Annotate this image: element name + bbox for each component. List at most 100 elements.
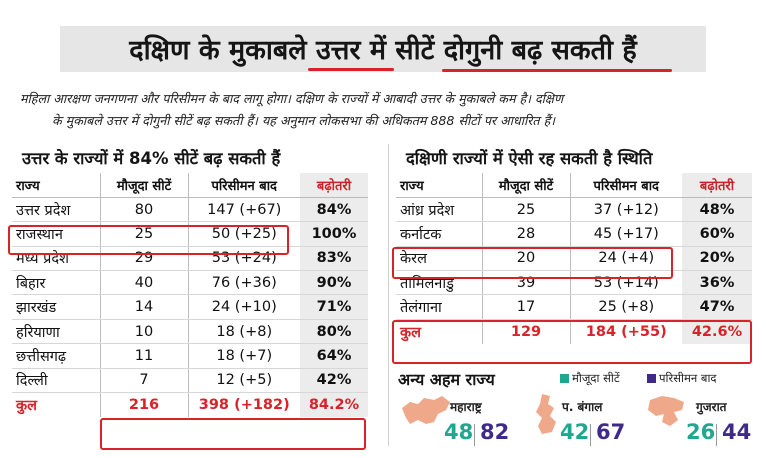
table-row: कर्नाटक 28 45 (+17) 60% bbox=[396, 221, 752, 247]
total-after: 398 (+182) bbox=[187, 392, 300, 417]
south-title: दक्षिणी राज्यों में ऐसी रह सकती है स्थित… bbox=[406, 149, 653, 168]
headline-block: दक्षिण के मुकाबले उत्तर में सीटें दोगुनी… bbox=[52, 18, 714, 80]
growth-cell: 71% bbox=[300, 294, 368, 320]
after-cell: 18 (+7) bbox=[187, 343, 300, 369]
headline-background bbox=[60, 26, 706, 72]
table-row: तेलंगाना 17 25 (+8) 47% bbox=[396, 294, 752, 320]
total-growth: 42.6% bbox=[682, 319, 752, 344]
legend-label-after: परिसीमन बाद bbox=[659, 371, 717, 385]
growth-cell: 90% bbox=[300, 270, 368, 296]
state-cell: केरल bbox=[396, 246, 482, 272]
table-row: तामिलनाडु 39 53 (+14) 36% bbox=[396, 270, 752, 296]
headline-underline-1 bbox=[308, 68, 394, 71]
headline-underline-2 bbox=[442, 69, 672, 72]
table-row: उत्तर प्रदेश 80 147 (+67) 84% bbox=[12, 197, 368, 223]
col-header-current: मौजूदा सीटें bbox=[481, 173, 570, 198]
growth-cell: 84% bbox=[300, 197, 368, 223]
col-header-growth: बढ़ोतरी bbox=[682, 173, 752, 198]
others-title: अन्य अहम राज्य bbox=[398, 370, 495, 389]
growth-cell: 42% bbox=[300, 368, 368, 394]
south-header-row: राज्य मौजूदा सीटें परिसीमन बाद बढ़ोतरी bbox=[396, 173, 752, 198]
highlight-box-kerala bbox=[392, 247, 673, 279]
table-row: मध्य प्रदेश 29 53 (+24) 83% bbox=[12, 246, 368, 272]
state-cell: झारखंड bbox=[12, 294, 100, 320]
state-cell: कर्नाटक bbox=[396, 221, 482, 247]
growth-cell: 36% bbox=[682, 270, 752, 296]
col-header-state: राज्य bbox=[396, 173, 482, 198]
state-cell: मध्य प्रदेश bbox=[12, 246, 100, 272]
col-header-growth: बढ़ोतरी bbox=[300, 173, 368, 198]
table-row: बिहार 40 76 (+36) 90% bbox=[12, 270, 368, 296]
table-row: दिल्ली 7 12 (+5) 42% bbox=[12, 368, 368, 394]
north-total-row: कुल 216 398 (+182) 84.2% bbox=[12, 392, 368, 417]
table-row: राजस्थान 25 50 (+25) 100% bbox=[12, 221, 368, 247]
state-cell: उत्तर प्रदेश bbox=[12, 197, 100, 223]
after-cell: 76 (+36) bbox=[187, 270, 300, 296]
growth-cell: 48% bbox=[682, 197, 752, 223]
state-after-gujarat: 44 bbox=[722, 420, 752, 444]
south-total-row: कुल 129 184 (+55) 42.6% bbox=[396, 319, 752, 344]
after-cell: 147 (+67) bbox=[187, 197, 300, 223]
current-cell: 11 bbox=[99, 343, 188, 369]
growth-cell: 47% bbox=[682, 294, 752, 320]
state-cell: आंध्र प्रदेश bbox=[396, 197, 482, 223]
separator bbox=[716, 424, 717, 446]
growth-cell: 20% bbox=[682, 246, 752, 272]
table-row: हरियाणा 10 18 (+8) 80% bbox=[12, 319, 368, 345]
table-row: छत्तीसगढ़ 11 18 (+7) 64% bbox=[12, 343, 368, 369]
current-cell: 40 bbox=[99, 270, 188, 296]
panel-divider bbox=[388, 144, 389, 446]
table-row: केरल 20 24 (+4) 20% bbox=[396, 246, 752, 272]
state-current-westbengal: 42 bbox=[560, 420, 590, 444]
separator bbox=[474, 424, 475, 446]
growth-cell: 60% bbox=[682, 221, 752, 247]
current-cell: 29 bbox=[99, 246, 188, 272]
legend-after: परिसीमन बाद bbox=[647, 371, 717, 386]
westbengal-map-icon bbox=[536, 394, 556, 434]
total-after: 184 (+55) bbox=[569, 319, 682, 344]
growth-cell: 64% bbox=[300, 343, 368, 369]
current-cell: 80 bbox=[99, 197, 188, 223]
state-after-maharashtra: 82 bbox=[480, 420, 510, 444]
legend-swatch-current bbox=[560, 374, 569, 383]
current-cell: 28 bbox=[481, 221, 570, 247]
state-name-westbengal: प. बंगाल bbox=[562, 400, 603, 414]
state-cell: दिल्ली bbox=[12, 368, 100, 394]
state-name-gujarat: गुजरात bbox=[696, 400, 727, 414]
state-cell: तामिलनाडु bbox=[396, 270, 482, 296]
north-title: उत्तर के राज्यों में 84% सीटें बढ़ सकती … bbox=[22, 149, 281, 168]
col-header-after: परिसीमन बाद bbox=[569, 173, 682, 198]
intro-text: महिला आरक्षण जनगणना और परिसीमन के बाद ला… bbox=[20, 88, 748, 132]
legend-label-current: मौजूदा सीटें bbox=[572, 371, 620, 385]
current-cell: 25 bbox=[481, 197, 570, 223]
after-cell: 45 (+17) bbox=[569, 221, 682, 247]
state-cell: हरियाणा bbox=[12, 319, 100, 345]
col-header-state: राज्य bbox=[12, 173, 100, 198]
legend-current: मौजूदा सीटें bbox=[560, 371, 620, 386]
highlight-box-rajasthan bbox=[8, 225, 289, 255]
headline: दक्षिण के मुकाबले उत्तर में सीटें दोगुनी… bbox=[129, 35, 637, 66]
north-header-row: राज्य मौजूदा सीटें परिसीमन बाद बढ़ोतरी bbox=[12, 173, 368, 198]
highlight-box-south-total bbox=[392, 320, 752, 364]
state-after-westbengal: 67 bbox=[596, 420, 626, 444]
after-cell: 37 (+12) bbox=[569, 197, 682, 223]
south-table: राज्य मौजूदा सीटें परिसीमन बाद बढ़ोतरी आ… bbox=[396, 173, 752, 344]
after-cell: 24 (+4) bbox=[569, 246, 682, 272]
maharashtra-map-icon bbox=[402, 396, 450, 424]
col-header-current: मौजूदा सीटें bbox=[99, 173, 188, 198]
current-cell: 14 bbox=[99, 294, 188, 320]
total-current: 129 bbox=[481, 319, 570, 344]
total-label: कुल bbox=[16, 397, 37, 414]
total-growth: 84.2% bbox=[300, 392, 368, 417]
growth-cell: 80% bbox=[300, 319, 368, 345]
current-cell: 20 bbox=[481, 246, 570, 272]
state-current-gujarat: 26 bbox=[686, 420, 716, 444]
current-cell: 7 bbox=[99, 368, 188, 394]
state-cell: तेलंगाना bbox=[396, 294, 482, 320]
separator bbox=[590, 424, 591, 446]
after-cell: 12 (+5) bbox=[187, 368, 300, 394]
growth-cell: 83% bbox=[300, 246, 368, 272]
table-row: आंध्र प्रदेश 25 37 (+12) 48% bbox=[396, 197, 752, 223]
total-current: 216 bbox=[99, 392, 188, 417]
table-row: झारखंड 14 24 (+10) 71% bbox=[12, 294, 368, 320]
